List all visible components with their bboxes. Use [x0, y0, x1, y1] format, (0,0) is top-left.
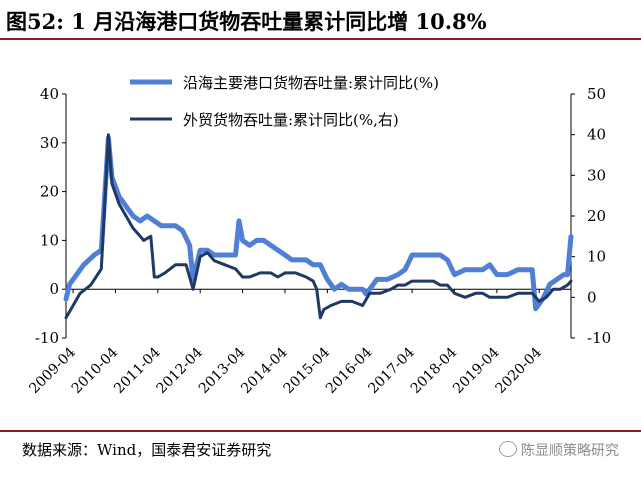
x-tick-label: 2020-04 [493, 344, 546, 397]
y-left-tick-label: 0 [49, 280, 59, 298]
chart-title: 图52: 1 月沿海港口货物吞吐量累计同比增 10.8% [6, 9, 487, 34]
y-right-tick-label: 10 [587, 248, 606, 266]
legend-label-1: 沿海主要港口货物吞吐量:累计同比(%) [183, 74, 439, 92]
y-left-tick-label: 20 [40, 183, 59, 201]
y-right-tick-label: 30 [587, 166, 606, 184]
legend: 沿海主要港口货物吞吐量:累计同比(%) 外贸货物吞吐量:累计同比(%,右) [130, 74, 439, 129]
y-left-tick-label: -10 [35, 329, 59, 347]
series-line-1 [63, 135, 574, 312]
title-bar: 图52: 1 月沿海港口货物吞吐量累计同比增 10.8% [0, 0, 641, 40]
title-rule [0, 38, 641, 40]
y-right-tick-label: 40 [587, 126, 606, 144]
legend-label-2: 外贸货物吞吐量:累计同比(%,右) [183, 111, 399, 129]
source-rule [0, 430, 641, 432]
chart-plot: 403020100-1050403020100-102009-042010-04… [26, 74, 611, 397]
y-right-tick-label: 0 [587, 288, 597, 306]
y-right-tick-label: 20 [587, 207, 606, 225]
y-left-tick-label: 40 [40, 85, 59, 103]
watermark: 陈显顺策略研究 [499, 440, 619, 460]
source-note: 数据来源：Wind，国泰君安证券研究 [22, 441, 272, 459]
watermark-text: 陈显顺策略研究 [521, 443, 619, 459]
y-right-tick-label: 50 [587, 85, 606, 103]
y-right-tick-label: -10 [587, 329, 611, 347]
axes: 403020100-1050403020100-102009-042010-04… [26, 85, 611, 397]
series-line-2 [64, 133, 573, 320]
wechat-icon [499, 441, 517, 457]
series-lines [63, 133, 574, 320]
y-left-tick-label: 10 [40, 231, 59, 249]
y-left-tick-label: 30 [40, 134, 59, 152]
